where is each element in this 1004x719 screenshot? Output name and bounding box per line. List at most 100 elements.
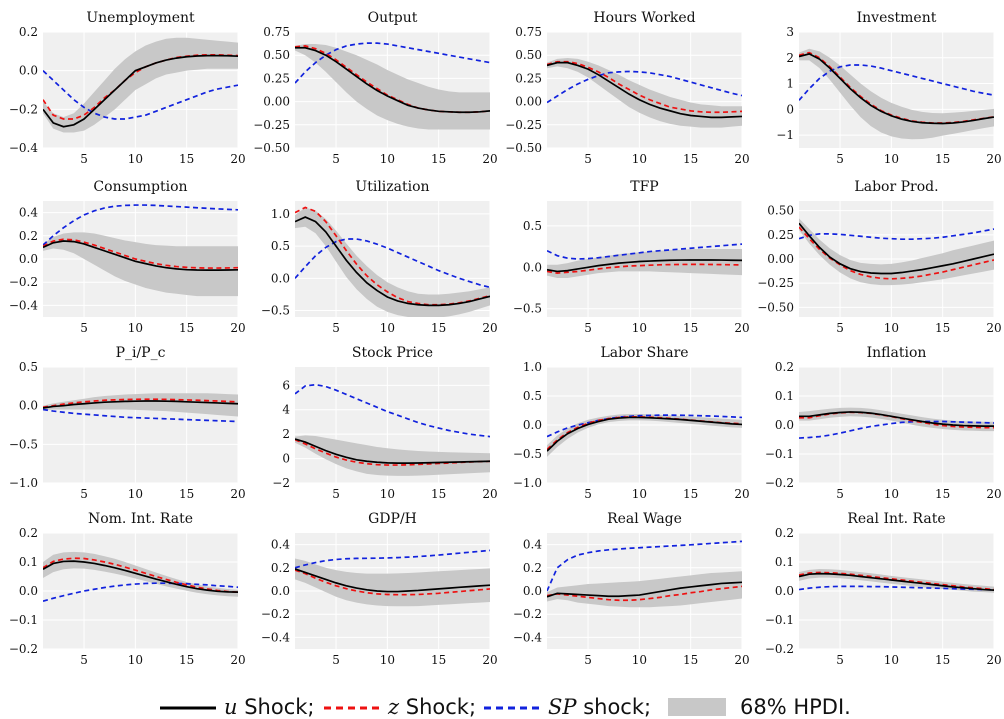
panel-stock-price: Stock Price 5 10 15 20 −2 0 2 4 6 xyxy=(272,345,497,501)
x-tick-label: 10 xyxy=(632,653,647,667)
x-tick-label: 5 xyxy=(584,487,592,501)
plot-area xyxy=(43,393,238,423)
panel-title: Utilization xyxy=(355,179,429,195)
plot-area xyxy=(295,42,490,130)
y-tick-label: 0.0 xyxy=(271,584,290,598)
u-shock-line xyxy=(547,416,742,452)
x-tick-label: 5 xyxy=(80,653,88,667)
sp-shock-line xyxy=(799,585,994,591)
x-tick-label: 20 xyxy=(230,487,245,501)
u-shock-line xyxy=(295,438,490,464)
y-tick-label: 0.0 xyxy=(19,64,38,78)
hpdi-band xyxy=(295,558,490,607)
y-tick-label: 0.2 xyxy=(19,229,38,243)
y-tick-label: 0.0 xyxy=(775,584,794,598)
y-tick-label: 0.0 xyxy=(523,260,542,274)
panel-title: GDP/H xyxy=(368,511,417,527)
y-tick-label: 0.25 xyxy=(263,71,290,85)
y-tick-label: 0.1 xyxy=(775,555,794,569)
x-tick-label: 10 xyxy=(884,152,899,166)
plot-area xyxy=(547,540,742,608)
legend-z-symbol: z xyxy=(387,695,400,719)
y-tick-label: 1.0 xyxy=(271,207,290,221)
y-tick-label: 3 xyxy=(786,25,794,39)
u-shock-line xyxy=(547,259,742,273)
x-tick-label: 20 xyxy=(230,152,245,166)
x-tick-label: 20 xyxy=(482,653,497,667)
panel-title: Output xyxy=(368,10,418,26)
x-tick-label: 10 xyxy=(632,321,647,335)
y-tick-label: −0.2 xyxy=(9,642,38,656)
panel-title: Nom. Int. Rate xyxy=(88,511,193,527)
x-tick-label: 15 xyxy=(431,152,446,166)
x-tick-label: 20 xyxy=(986,653,1001,667)
sp-shock-line xyxy=(295,238,490,289)
x-tick-label: 15 xyxy=(179,487,194,501)
panel-title: Labor Prod. xyxy=(854,179,938,195)
hpdi-band xyxy=(547,249,742,279)
hpdi-band xyxy=(547,571,742,608)
x-tick-label: 10 xyxy=(884,653,899,667)
panel-consumption: Consumption 5 10 15 20 −0.4 −0.2 0.0 0.2 0.4 xyxy=(9,179,246,335)
svg-text:z Shock;: z Shock; xyxy=(387,695,476,719)
x-tick-label: 5 xyxy=(80,321,88,335)
y-tick-label: 0.0 xyxy=(271,271,290,285)
x-tick-label: 5 xyxy=(836,152,844,166)
y-tick-label: 0 xyxy=(786,102,794,116)
sp-shock-line xyxy=(799,228,994,241)
plot-area xyxy=(43,37,238,133)
y-tick-label: 0.5 xyxy=(271,239,290,253)
sp-shock-line xyxy=(547,70,742,104)
panel-title: Consumption xyxy=(93,179,187,195)
y-tick-label: 0.0 xyxy=(19,252,38,266)
legend-u-label: Shock; xyxy=(238,695,315,719)
panel-title: P_i/P_c xyxy=(116,345,166,361)
y-tick-label: −0.50 xyxy=(505,141,542,155)
z-shock-line xyxy=(43,557,238,594)
y-tick-label: 0.0 xyxy=(19,399,38,413)
u-shock-line xyxy=(295,46,490,114)
hpdi-band xyxy=(43,393,238,417)
sp-shock-line xyxy=(43,204,238,246)
y-tick-label: −0.5 xyxy=(261,304,290,318)
x-tick-label: 5 xyxy=(836,653,844,667)
sp-shock-line xyxy=(43,582,238,602)
x-tick-label: 15 xyxy=(935,487,950,501)
y-tick-label: 0.00 xyxy=(515,95,542,109)
plot-area xyxy=(799,218,994,286)
x-tick-label: 10 xyxy=(380,653,395,667)
y-tick-label: −0.25 xyxy=(505,118,542,132)
x-tick-label: 15 xyxy=(179,653,194,667)
sp-shock-line xyxy=(547,414,742,438)
y-tick-label: 0.1 xyxy=(19,555,38,569)
plot-area xyxy=(547,243,742,279)
panel-utilization: Utilization 5 10 15 20 −0.5 0.0 0.5 1.0 xyxy=(261,179,498,335)
y-tick-label: 0.2 xyxy=(775,360,794,374)
panel-title: Hours Worked xyxy=(593,10,695,26)
u-shock-line xyxy=(547,61,742,119)
x-tick-label: 10 xyxy=(380,487,395,501)
y-tick-label: −0.4 xyxy=(9,298,39,312)
panel-tfp: TFP 5 10 15 20 −0.5 0.0 0.5 xyxy=(513,179,750,335)
y-tick-label: 0.5 xyxy=(19,360,38,374)
y-tick-label: 0.0 xyxy=(775,418,794,432)
y-tick-label: 0.4 xyxy=(19,206,38,220)
y-tick-label: −0.2 xyxy=(513,607,542,621)
sp-shock-line xyxy=(799,420,994,439)
x-tick-label: 20 xyxy=(734,653,749,667)
legend: u Shock; z Shock; SP shock; 68% HPDI. xyxy=(160,695,851,719)
x-tick-label: 15 xyxy=(683,152,698,166)
legend-band-swatch xyxy=(668,698,726,716)
hpdi-band xyxy=(547,57,742,128)
x-tick-label: 5 xyxy=(332,653,340,667)
y-tick-label: 0.75 xyxy=(515,25,542,39)
x-tick-label: 20 xyxy=(986,152,1001,166)
x-tick-label: 5 xyxy=(80,487,88,501)
z-shock-line xyxy=(547,263,742,274)
y-tick-label: 0.2 xyxy=(19,25,38,39)
y-tick-label: 0.25 xyxy=(767,228,794,242)
y-tick-label: −0.2 xyxy=(765,642,794,656)
x-tick-label: 10 xyxy=(128,487,143,501)
sp-shock-line xyxy=(547,243,742,260)
